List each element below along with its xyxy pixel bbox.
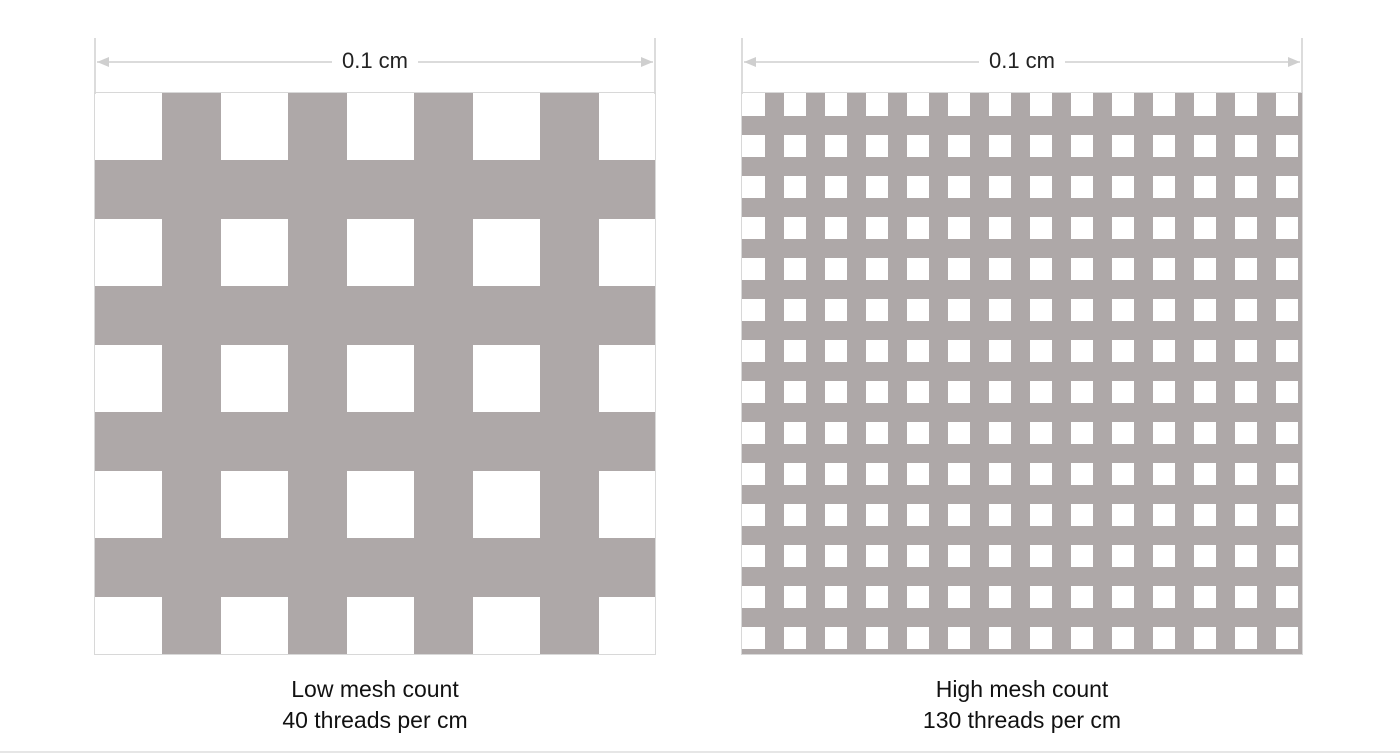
mesh-frame (741, 92, 1303, 655)
high-mesh-caption: High mesh count 130 threads per cm (741, 674, 1303, 736)
caption-detail: 40 threads per cm (282, 707, 468, 733)
horizontal-thread (94, 160, 656, 219)
high-mesh-grid (741, 92, 1303, 655)
horizontal-thread (94, 538, 656, 597)
horizontal-thread (741, 321, 1303, 340)
dimension-label: 0.1 cm (331, 48, 419, 73)
mesh-frame (94, 92, 656, 655)
horizontal-thread (741, 280, 1303, 299)
caption-title: High mesh count (935, 676, 1109, 702)
horizontal-thread (741, 649, 1303, 655)
caption-detail: 130 threads per cm (922, 707, 1122, 733)
horizontal-thread (741, 116, 1303, 135)
horizontal-thread (741, 485, 1303, 504)
dimension-label: 0.1 cm (978, 48, 1066, 73)
horizontal-thread (741, 403, 1303, 422)
low-mesh-grid (94, 92, 656, 655)
horizontal-thread (741, 198, 1303, 217)
horizontal-thread (741, 444, 1303, 463)
horizontal-thread (94, 412, 656, 471)
horizontal-thread (741, 608, 1303, 627)
bottom-divider (0, 751, 1400, 753)
caption-title: Low mesh count (291, 676, 459, 702)
horizontal-thread (741, 157, 1303, 176)
low-mesh-caption: Low mesh count 40 threads per cm (94, 674, 656, 736)
horizontal-thread (94, 286, 656, 345)
horizontal-thread (741, 362, 1303, 381)
horizontal-thread (741, 239, 1303, 258)
horizontal-thread (741, 567, 1303, 586)
horizontal-thread (741, 526, 1303, 545)
